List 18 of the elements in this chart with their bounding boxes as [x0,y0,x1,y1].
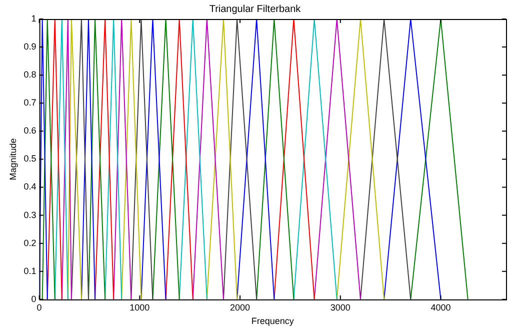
y-axis-title: Magnitude [8,138,18,180]
y-tick-label: 0.5 [24,154,36,164]
chart-title: Triangular Filterbank [209,4,302,15]
y-tick-label: 0 [31,294,36,304]
y-tick-label: 0.3 [24,210,36,220]
y-tick-label: 0.4 [24,182,36,192]
x-tick-label: 4000 [430,302,451,312]
x-tick-label: 3000 [330,302,350,312]
y-tick-label: 0.6 [24,126,36,136]
y-tick-label: 0.9 [24,42,36,52]
y-tick-label: 0.2 [24,238,36,248]
x-tick-label: 2000 [230,302,250,312]
y-tick-label: 0.7 [24,98,36,108]
x-axis-title: Frequency [251,316,294,326]
x-tick-label: 1000 [130,302,150,312]
y-tick-label: 0.1 [24,266,36,276]
y-tick-label: 1 [31,13,36,24]
y-tick-label: 0.8 [24,70,36,80]
